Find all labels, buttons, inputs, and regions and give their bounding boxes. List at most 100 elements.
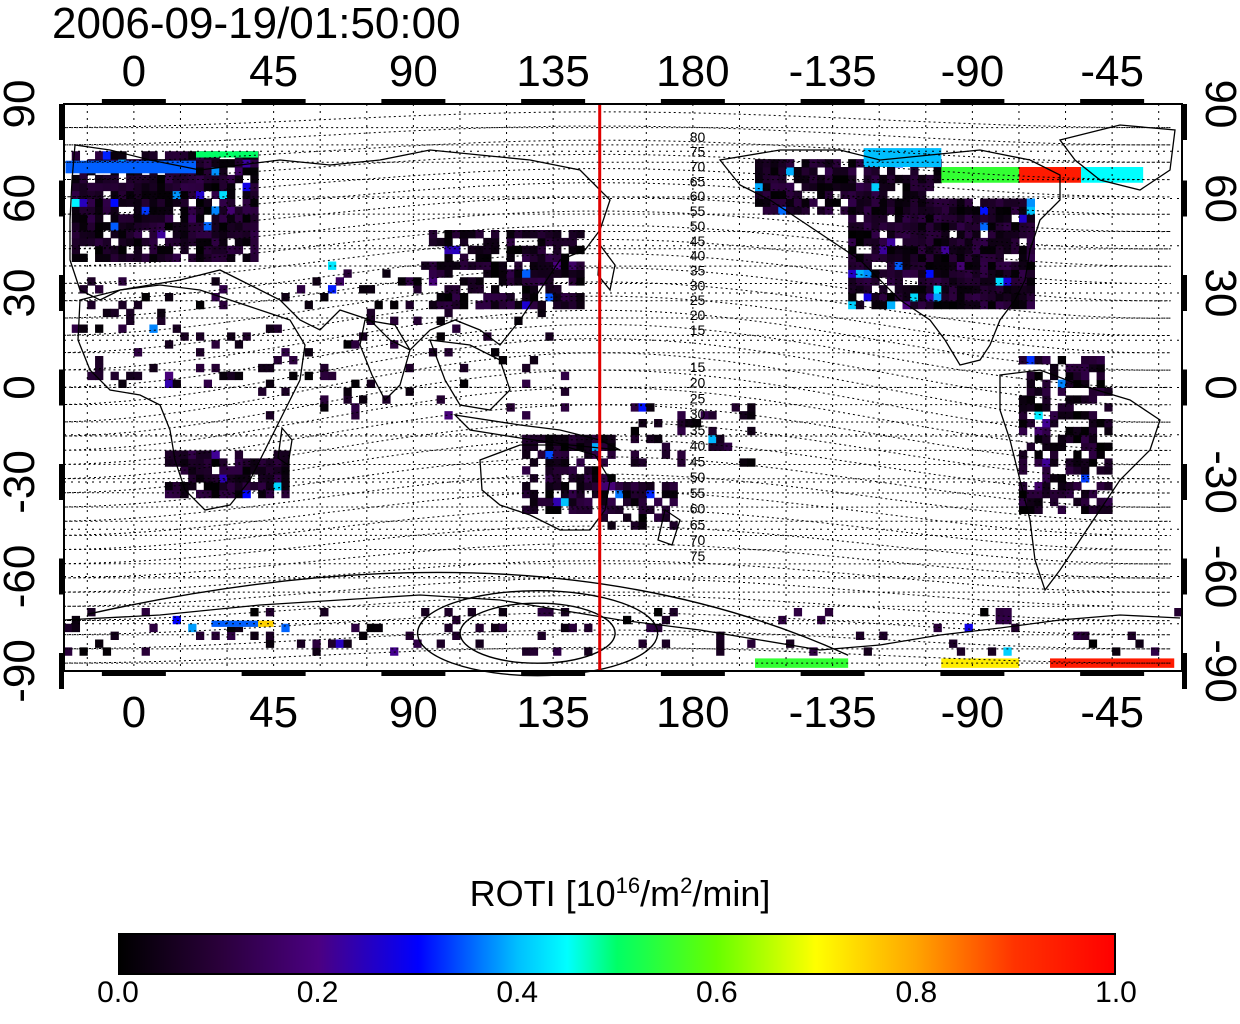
roti-cell	[522, 277, 531, 286]
roti-cell	[863, 167, 872, 176]
roti-cell	[529, 269, 539, 278]
roti-cell	[459, 277, 469, 286]
roti-cell	[273, 356, 282, 365]
roti-cell	[956, 277, 966, 286]
roti-cell	[281, 387, 290, 396]
roti-cell	[1018, 198, 1028, 207]
roti-cell	[925, 237, 935, 247]
roti-cell	[537, 245, 546, 255]
contour-label: 80	[690, 129, 706, 145]
roti-cell	[599, 497, 608, 507]
roti-cell	[180, 458, 189, 467]
roti-cell	[483, 332, 492, 341]
roti-cell	[809, 198, 818, 207]
roti-cell	[71, 253, 81, 262]
roti-cell	[172, 222, 181, 231]
roti-cell	[273, 458, 282, 467]
roti-cell	[203, 198, 213, 207]
roti-cell	[1088, 489, 1098, 499]
roti-cell	[195, 450, 205, 459]
roti-cell	[576, 300, 585, 310]
roti-cell	[188, 222, 197, 231]
roti-cell	[265, 379, 275, 388]
roti-cell	[436, 293, 445, 302]
roti-cell	[102, 174, 112, 184]
roti-cell	[71, 324, 81, 333]
roti-cell	[623, 497, 632, 507]
roti-cell	[646, 434, 655, 444]
roti-cell	[452, 245, 461, 255]
roti-cell	[172, 450, 181, 459]
contour-line	[63, 594, 1171, 622]
roti-cell	[126, 308, 135, 318]
roti-cell	[630, 426, 640, 436]
roti-cell	[188, 230, 197, 239]
roti-cell	[1026, 285, 1035, 294]
roti-cell	[964, 214, 973, 223]
roti-cell	[1003, 277, 1012, 286]
roti-cell	[71, 151, 81, 160]
roti-patch	[941, 658, 1019, 668]
roti-cell	[188, 450, 197, 459]
roti-cell	[902, 206, 911, 215]
roti-cell	[265, 489, 275, 499]
roti-cell	[545, 237, 554, 247]
roti-cell	[219, 222, 228, 231]
roti-cell	[1050, 450, 1059, 459]
roti-cell	[669, 482, 678, 491]
frame-bar	[1080, 99, 1145, 104]
roti-cell	[180, 237, 189, 247]
roti-cell	[855, 237, 865, 247]
roti-cell	[71, 222, 81, 231]
roti-cell	[1096, 450, 1105, 459]
roti-cell	[677, 419, 686, 428]
roti-cell	[607, 442, 616, 451]
roti-cell	[141, 237, 150, 247]
roti-cell	[203, 167, 213, 176]
roti-cell	[638, 513, 647, 522]
frame-bar	[101, 671, 166, 676]
roti-cell	[1088, 639, 1098, 648]
roti-cell	[219, 253, 228, 262]
roti-cell	[250, 631, 259, 640]
roti-cell	[71, 206, 81, 215]
roti-cell	[374, 300, 383, 310]
roti-cell	[281, 466, 290, 475]
contour-line	[63, 125, 1171, 146]
roti-cell	[1057, 379, 1067, 388]
roti-cell	[545, 497, 554, 507]
roti-cell	[591, 489, 601, 499]
roti-cell	[855, 269, 865, 278]
roti-cell	[855, 198, 865, 207]
roti-cell	[980, 285, 989, 294]
contour-line	[63, 182, 1171, 215]
roti-cell	[95, 237, 104, 247]
roti-cell	[459, 293, 469, 302]
roti-cell	[522, 442, 531, 451]
roti-cell	[568, 277, 577, 286]
roti-cell	[498, 269, 508, 278]
roti-cell	[925, 206, 935, 215]
roti-cell	[754, 167, 764, 176]
roti-cell	[164, 379, 174, 388]
coast-new-zealand	[657, 508, 681, 546]
roti-cell	[95, 222, 104, 231]
roti-cell	[886, 245, 896, 255]
roti-cell	[537, 450, 546, 459]
roti-cell	[529, 253, 539, 262]
coast-australia	[479, 444, 611, 531]
roti-cell	[630, 434, 640, 444]
roti-cell	[1096, 371, 1105, 381]
roti-cell	[925, 285, 935, 294]
coast-india	[359, 319, 411, 402]
roti-cell	[793, 174, 803, 184]
roti-cell	[964, 623, 973, 633]
roti-cell	[172, 230, 181, 239]
roti-cell	[918, 261, 927, 270]
roti-cell	[234, 482, 244, 491]
roti-cell	[1096, 442, 1105, 451]
roti-cell	[227, 174, 236, 184]
roti-cell	[817, 159, 826, 168]
roti-cell	[537, 631, 546, 640]
roti-cell	[871, 230, 880, 239]
